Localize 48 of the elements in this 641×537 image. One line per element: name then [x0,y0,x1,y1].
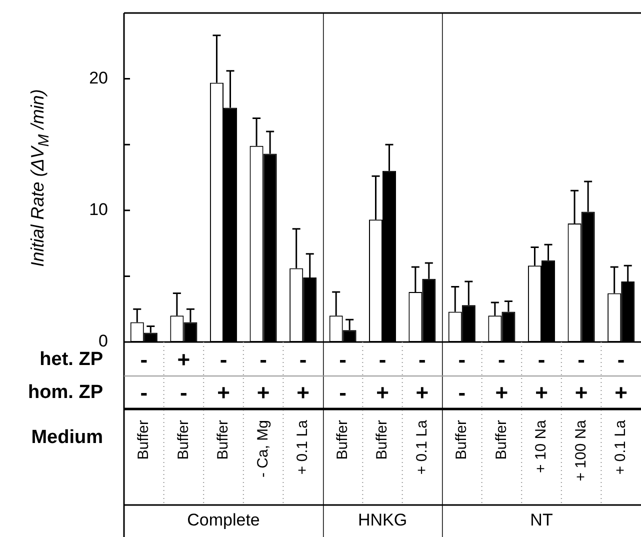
x-tick-label: Buffer [334,420,351,460]
x-tick-label: Buffer [453,420,470,460]
text: - [458,380,466,405]
x-tick-label: Buffer [374,420,391,460]
x-axis-title: HNKG [358,510,408,530]
text: + [177,347,190,372]
text: hom. ZP [28,382,103,404]
text: het. ZP [40,349,103,371]
text: - [220,347,228,372]
x-axis-title: NT [530,510,553,530]
x-tick-label: + 100 Na [572,419,590,482]
x-tick-label: + 0.1 La [612,419,630,475]
text: - [299,347,307,372]
x-tick-label: - Ca, Mg [254,420,272,478]
text: - [260,347,267,372]
text: - [538,347,546,372]
text: + [495,380,508,405]
x-tick-label: + 10 Na [532,419,550,473]
text: + [296,380,310,405]
text: Medium [31,427,103,449]
x-tick-label: + 0.1 La [413,419,430,475]
x-tick-label: + 0.1 La [294,419,312,475]
y-tick-label: 20 [89,68,108,88]
text: - [339,347,346,372]
text: - [498,347,506,372]
text: - [617,347,625,372]
x-axis-title: Complete [187,510,260,530]
text: + [217,380,230,405]
text: - [140,347,148,372]
text: + [256,380,270,405]
text: + [376,380,389,405]
y-tick-label: 10 [89,200,108,220]
text: - [458,347,466,372]
text: - [418,347,426,372]
text: - [180,380,188,405]
x-tick-label: Buffer [214,420,232,460]
x-tick-label: Buffer [174,420,192,460]
y-tick-label: 0 [98,332,108,351]
text: + [614,380,628,405]
text: - [578,347,585,372]
text: + [416,380,429,405]
text: - [140,380,148,405]
text: - [339,380,346,405]
text: + [574,380,588,405]
text: + [535,380,548,405]
text: - [378,347,386,372]
x-tick-label: Buffer [492,420,510,460]
x-tick-label: Buffer [135,420,152,460]
